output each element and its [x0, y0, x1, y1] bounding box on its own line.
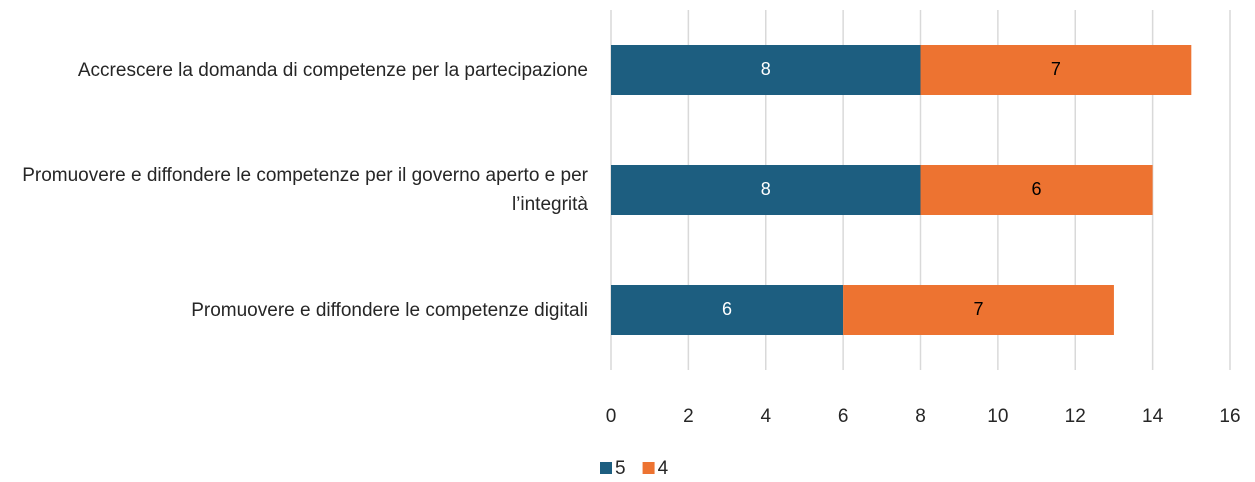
category-label: Promuovere e diffondere le competenze di…	[191, 299, 588, 321]
x-tick-label: 14	[1142, 406, 1164, 427]
data-label: 8	[761, 59, 771, 79]
bar-segment	[920, 165, 1153, 215]
category-label: Promuovere e diffondere le competenze pe…	[22, 165, 588, 215]
bar-segment	[843, 285, 1114, 335]
category-label: Accrescere la domanda di competenze per …	[77, 59, 588, 81]
data-label: 6	[722, 299, 732, 319]
bar-segment	[920, 45, 1192, 95]
bar-segment	[611, 45, 921, 95]
x-tick-label: 4	[760, 406, 771, 427]
data-label: 7	[1051, 59, 1061, 79]
bar-segment	[611, 285, 844, 335]
legend-label: 5	[615, 458, 626, 479]
x-tick-label: 8	[915, 406, 926, 427]
data-label: 6	[1032, 179, 1042, 199]
x-tick-label: 12	[1065, 406, 1086, 427]
x-tick-label: 16	[1219, 406, 1240, 427]
x-tick-label: 6	[838, 406, 849, 427]
legend-swatch	[642, 462, 655, 474]
data-label: 7	[974, 299, 984, 319]
x-tick-label: 2	[683, 406, 694, 427]
legend-label: 4	[658, 458, 669, 479]
data-label: 8	[761, 179, 771, 199]
x-tick-label: 0	[606, 406, 617, 427]
legend-swatch	[600, 462, 612, 474]
bar-segment	[611, 165, 921, 215]
x-tick-label: 10	[987, 406, 1008, 427]
